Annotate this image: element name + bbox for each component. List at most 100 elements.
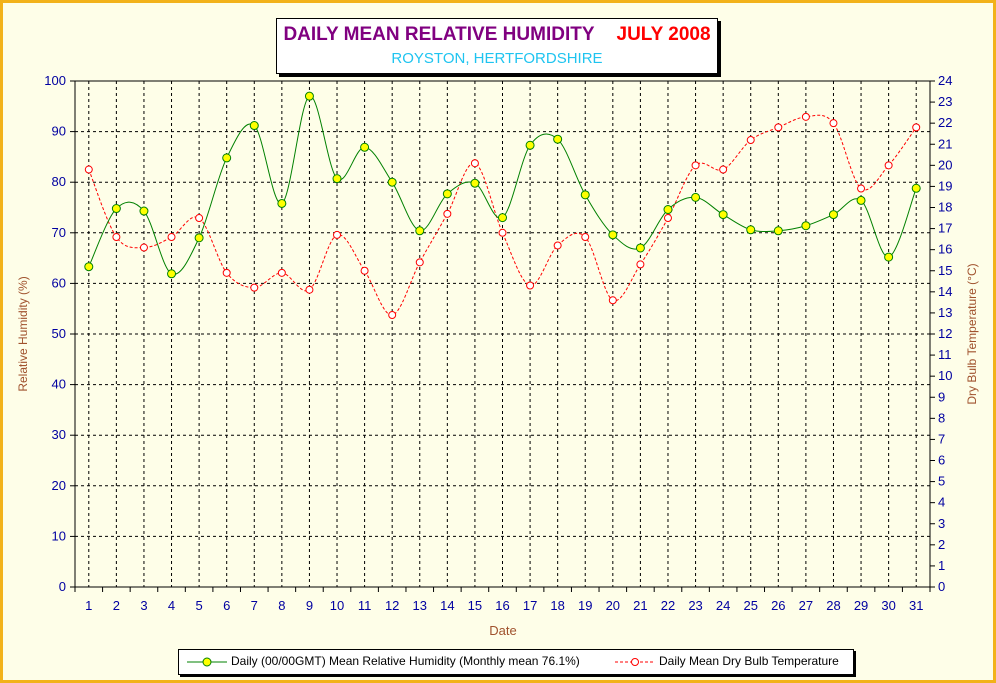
title-main: DAILY MEAN RELATIVE HUMIDITY: [283, 24, 595, 45]
humidity-point: [884, 252, 894, 262]
humidity-point: [84, 262, 94, 272]
humidity-point: [911, 183, 921, 193]
y-left-tick-label: 50: [52, 326, 66, 341]
temperature-point: [250, 283, 259, 292]
humidity-point: [360, 142, 370, 152]
legend-humidity-symbol: [187, 657, 227, 667]
y-left-tick-label: 100: [44, 73, 66, 88]
y-right-tick-label: 7: [938, 431, 945, 446]
temperature-point: [608, 296, 617, 305]
y-right-tick-label: 14: [938, 284, 952, 299]
temperature-point: [498, 228, 507, 237]
temperature-point: [884, 161, 893, 170]
y-right-tick-label: 10: [938, 368, 952, 383]
temperature-point: [139, 243, 148, 252]
x-tick-label: 3: [140, 598, 147, 613]
y-right-tick-label: 19: [938, 178, 952, 193]
temperature-point: [857, 184, 866, 193]
x-tick-label: 13: [413, 598, 427, 613]
humidity-point: [222, 153, 232, 163]
y-right-tick-label: 21: [938, 136, 952, 151]
x-tick-label: 21: [633, 598, 647, 613]
temperature-point: [277, 268, 286, 277]
x-tick-label: 19: [578, 598, 592, 613]
humidity-point: [801, 221, 811, 231]
humidity-point: [167, 269, 177, 279]
humidity-point: [828, 210, 838, 220]
x-tick-label: 17: [523, 598, 537, 613]
x-tick-label: 11: [358, 598, 372, 613]
y-right-axis-title: Dry Bulb Temperature (°C): [965, 263, 979, 404]
temperature-point: [719, 165, 728, 174]
temperature-point: [526, 281, 535, 290]
y-right-tick-label: 22: [938, 115, 952, 130]
x-tick-label: 28: [826, 598, 840, 613]
humidity-point: [442, 189, 452, 199]
y-right-tick-label: 20: [938, 157, 952, 172]
humidity-point: [773, 226, 783, 236]
title-month: JULY 2008: [616, 24, 711, 45]
x-tick-label: 6: [223, 598, 230, 613]
y-right-tick-label: 12: [938, 326, 952, 341]
x-tick-label: 9: [306, 598, 313, 613]
temperature-point: [333, 230, 342, 239]
y-right-tick-label: 3: [938, 516, 945, 531]
humidity-point: [277, 198, 287, 208]
humidity-point: [111, 204, 121, 214]
legend-temperature-symbol: [615, 658, 655, 666]
temperature-point: [581, 233, 590, 242]
humidity-point: [415, 226, 425, 236]
y-right-tick-label: 11: [938, 347, 952, 362]
chart-title-box: DAILY MEAN RELATIVE HUMIDITY JULY 2008 RO…: [276, 18, 718, 74]
y-right-tick-label: 0: [938, 579, 945, 594]
y-right-tick-label: 8: [938, 410, 945, 425]
y-left-axis-title: Relative Humidity (%): [16, 276, 30, 391]
temperature-point: [774, 123, 783, 132]
x-tick-label: 5: [195, 598, 202, 613]
y-left-tick-label: 60: [52, 275, 66, 290]
y-right-tick-label: 1: [938, 558, 945, 573]
x-tick-label: 20: [606, 598, 620, 613]
humidity-point: [304, 91, 314, 101]
y-left-tick-label: 10: [52, 528, 66, 543]
legend-humidity-label: Daily (00/00GMT) Mean Relative Humidity …: [231, 654, 580, 668]
y-left-tick-label: 20: [52, 478, 66, 493]
x-tick-label: 25: [743, 598, 757, 613]
y-left-tick-label: 70: [52, 225, 66, 240]
x-tick-label: 16: [495, 598, 509, 613]
humidity-point: [194, 233, 204, 243]
y-left-tick-label: 0: [59, 579, 66, 594]
y-right-tick-label: 18: [938, 200, 952, 215]
x-tick-label: 10: [330, 598, 344, 613]
x-tick-label: 26: [771, 598, 785, 613]
x-tick-label: 23: [688, 598, 702, 613]
x-tick-label: 1: [85, 598, 92, 613]
y-left-tick-label: 30: [52, 427, 66, 442]
temperature-point: [663, 214, 672, 223]
temperature-point: [636, 260, 645, 269]
y-right-tick-label: 24: [938, 73, 952, 88]
y-right-tick-label: 4: [938, 495, 945, 510]
temperature-point: [112, 233, 121, 242]
y-right-tick-label: 15: [938, 263, 952, 278]
temperature-point: [553, 241, 562, 250]
temperature-point: [195, 214, 204, 223]
x-axis-title: Date: [489, 623, 516, 638]
x-tick-label: 29: [854, 598, 868, 613]
x-tick-label: 27: [799, 598, 813, 613]
temperature-point: [388, 311, 397, 320]
humidity-point: [635, 243, 645, 253]
x-tick-label: 30: [881, 598, 895, 613]
x-tick-label: 18: [550, 598, 564, 613]
x-tick-label: 8: [278, 598, 285, 613]
temperature-point: [222, 268, 231, 277]
x-tick-label: 12: [385, 598, 399, 613]
x-tick-label: 7: [251, 598, 258, 613]
x-tick-label: 14: [440, 598, 454, 613]
temperature-point: [360, 266, 369, 275]
temperature-point: [305, 285, 314, 294]
humidity-point: [249, 121, 259, 131]
humidity-point: [525, 140, 535, 150]
temperature-point: [801, 112, 810, 121]
